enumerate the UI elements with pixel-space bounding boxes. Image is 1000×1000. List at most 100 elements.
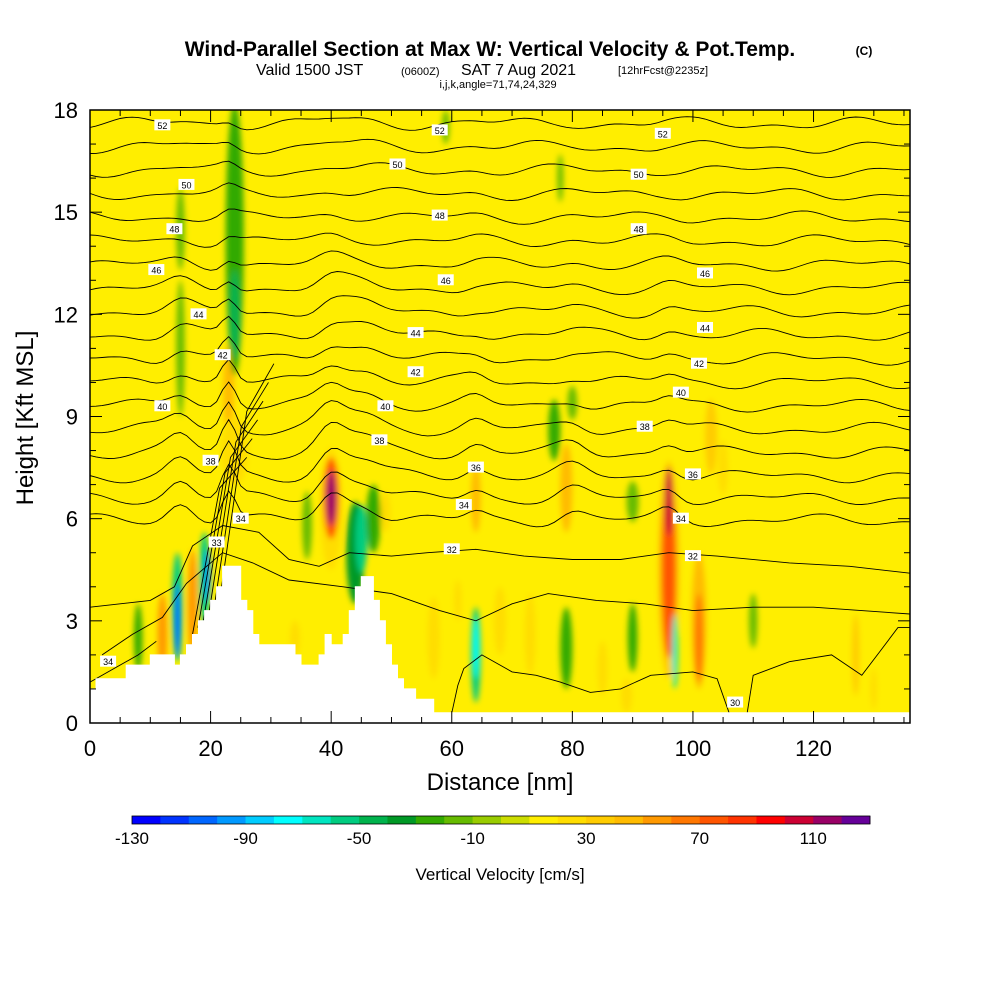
contour-label-bg — [684, 550, 701, 562]
contour-label-bg — [636, 420, 653, 432]
contour-label-bg — [154, 400, 171, 412]
theta-contour-line — [90, 335, 910, 366]
velocity-feature — [661, 481, 677, 659]
plot-area: 52 52 52 50 50 50 48 48 48 46 46 46 44 44 44 42 42 42 40 40… — [90, 93, 910, 723]
contour-label-bg — [377, 400, 394, 412]
contour-label: 38 — [374, 436, 384, 446]
contour-label: 40 — [380, 402, 390, 412]
colorbar-swatch — [160, 816, 190, 824]
theta-contour-line — [90, 418, 910, 460]
velocity-feature — [621, 678, 633, 713]
velocity-feature — [524, 593, 536, 676]
velocity-feature — [380, 491, 391, 533]
contour-label: 50 — [634, 170, 644, 180]
velocity-feature — [493, 586, 507, 655]
theta-contour-line — [90, 138, 910, 155]
contour-label-bg — [202, 454, 219, 466]
y-tick-label: 12 — [54, 302, 78, 327]
colorbar-swatch — [132, 816, 161, 824]
theta-contour-line — [90, 93, 910, 106]
contour-label: 34 — [236, 514, 246, 524]
y-tick-label: 0 — [66, 711, 78, 736]
valid-time: Valid 1500 JST — [256, 62, 364, 79]
contour-label-bg — [443, 543, 460, 555]
theta-contour-line — [90, 116, 910, 131]
velocity-field — [134, 110, 877, 713]
velocity-feature — [366, 484, 381, 553]
section-params: i,j,k,angle=71,74,24,329 — [439, 79, 556, 91]
contour-label-bg — [684, 468, 701, 480]
theta-contour-line — [451, 654, 730, 713]
x-tick-label: 100 — [675, 736, 712, 761]
theta-contour-line — [219, 363, 275, 601]
contour-label-bg — [389, 158, 406, 170]
contour-label: 36 — [688, 470, 698, 480]
contour-label: 40 — [157, 402, 167, 412]
contour-label: 44 — [411, 329, 421, 339]
colorbar-swatch — [387, 816, 417, 824]
contour-label-bg — [690, 357, 707, 369]
contour-label-bg — [178, 178, 195, 190]
contour-label: 42 — [694, 359, 704, 369]
theta-contour-line — [197, 438, 253, 628]
contour-label-bg — [190, 308, 207, 320]
contour-label-bg — [630, 168, 647, 180]
velocity-feature — [627, 603, 638, 672]
x-tick-label: 80 — [560, 736, 584, 761]
velocity-feature — [567, 385, 578, 420]
velocity-feature — [560, 443, 573, 533]
velocity-feature — [664, 467, 674, 536]
colorbar-tick-label: -130 — [115, 829, 149, 848]
velocity-feature — [626, 481, 639, 523]
chart-title: Wind-Parallel Section at Max W: Vertical… — [185, 38, 796, 61]
y-tick-label: 3 — [66, 609, 78, 634]
colorbar-tick-label: -90 — [233, 829, 258, 848]
contour-label-bg — [148, 264, 165, 276]
contour-label: 38 — [640, 422, 650, 432]
theta-contour-line — [90, 381, 910, 413]
contour-label-bg — [654, 127, 671, 139]
colorbar-swatch — [671, 816, 701, 824]
colorbar-swatch — [472, 816, 502, 824]
terrain — [90, 565, 910, 723]
contour-label-bg — [437, 274, 454, 286]
colorbar-swatch — [245, 816, 275, 824]
contour-label: 48 — [435, 211, 445, 221]
colorbar-swatch — [302, 816, 332, 824]
contour-label: 46 — [151, 266, 161, 276]
colorbar-title: Vertical Velocity [cm/s] — [415, 865, 584, 884]
contour-label-bg — [232, 512, 249, 524]
contour-label-bg — [672, 512, 689, 524]
velocity-feature — [870, 668, 877, 710]
theta-contour-line — [90, 271, 910, 296]
contour-label-bg — [672, 386, 689, 398]
colorbar-swatch — [415, 816, 445, 824]
velocity-feature — [223, 344, 235, 434]
velocity-feature — [229, 270, 240, 359]
colorbar-swatch — [217, 816, 246, 824]
contour-label: 33 — [212, 538, 222, 548]
contour-label-bg — [727, 696, 744, 708]
contour-label: 52 — [157, 121, 167, 131]
colorbar-swatch — [273, 816, 303, 824]
colorbar-tick-label: 110 — [800, 829, 827, 848]
contour-label: 52 — [658, 129, 668, 139]
velocity-feature — [176, 280, 185, 417]
colorbar: -130 -90 -50 -10 30 70 110 — [115, 815, 871, 848]
contour-label-bg — [214, 349, 231, 361]
y-tick-label: 18 — [54, 98, 78, 123]
theta-contours — [90, 93, 910, 713]
theta-contour-line — [90, 440, 910, 484]
contour-label: 50 — [392, 160, 402, 170]
contour-label: 42 — [218, 351, 228, 361]
contour-label-bg — [208, 536, 225, 548]
velocity-feature — [718, 440, 728, 495]
contour-label: 42 — [411, 368, 421, 378]
valid-zulu: (0600Z) — [401, 66, 440, 78]
contour-label: 46 — [700, 269, 710, 279]
theta-contour-line — [746, 627, 910, 713]
theta-contour-line — [90, 490, 910, 528]
contour-label: 44 — [194, 310, 204, 320]
